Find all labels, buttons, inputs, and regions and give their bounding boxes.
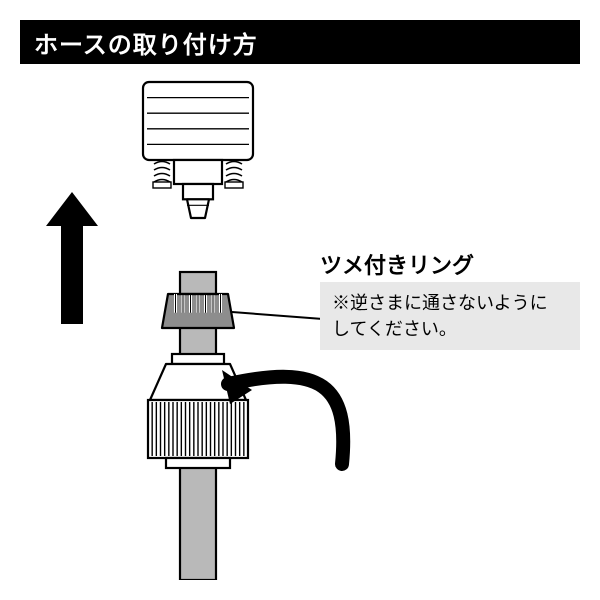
title-bar: ホースの取り付け方 — [20, 20, 580, 64]
callout-label-ring: ツメ付きリング — [320, 248, 474, 280]
title-text: ホースの取り付け方 — [34, 25, 258, 60]
note-line2: してください。 — [332, 319, 457, 339]
note-line1: ※逆さまに通さないように — [332, 293, 548, 313]
page: ホースの取り付け方 ツメ付きリング ※逆さまに通さないように してください。 — [0, 0, 600, 600]
note-box: ※逆さまに通さないように してください。 — [320, 282, 580, 350]
